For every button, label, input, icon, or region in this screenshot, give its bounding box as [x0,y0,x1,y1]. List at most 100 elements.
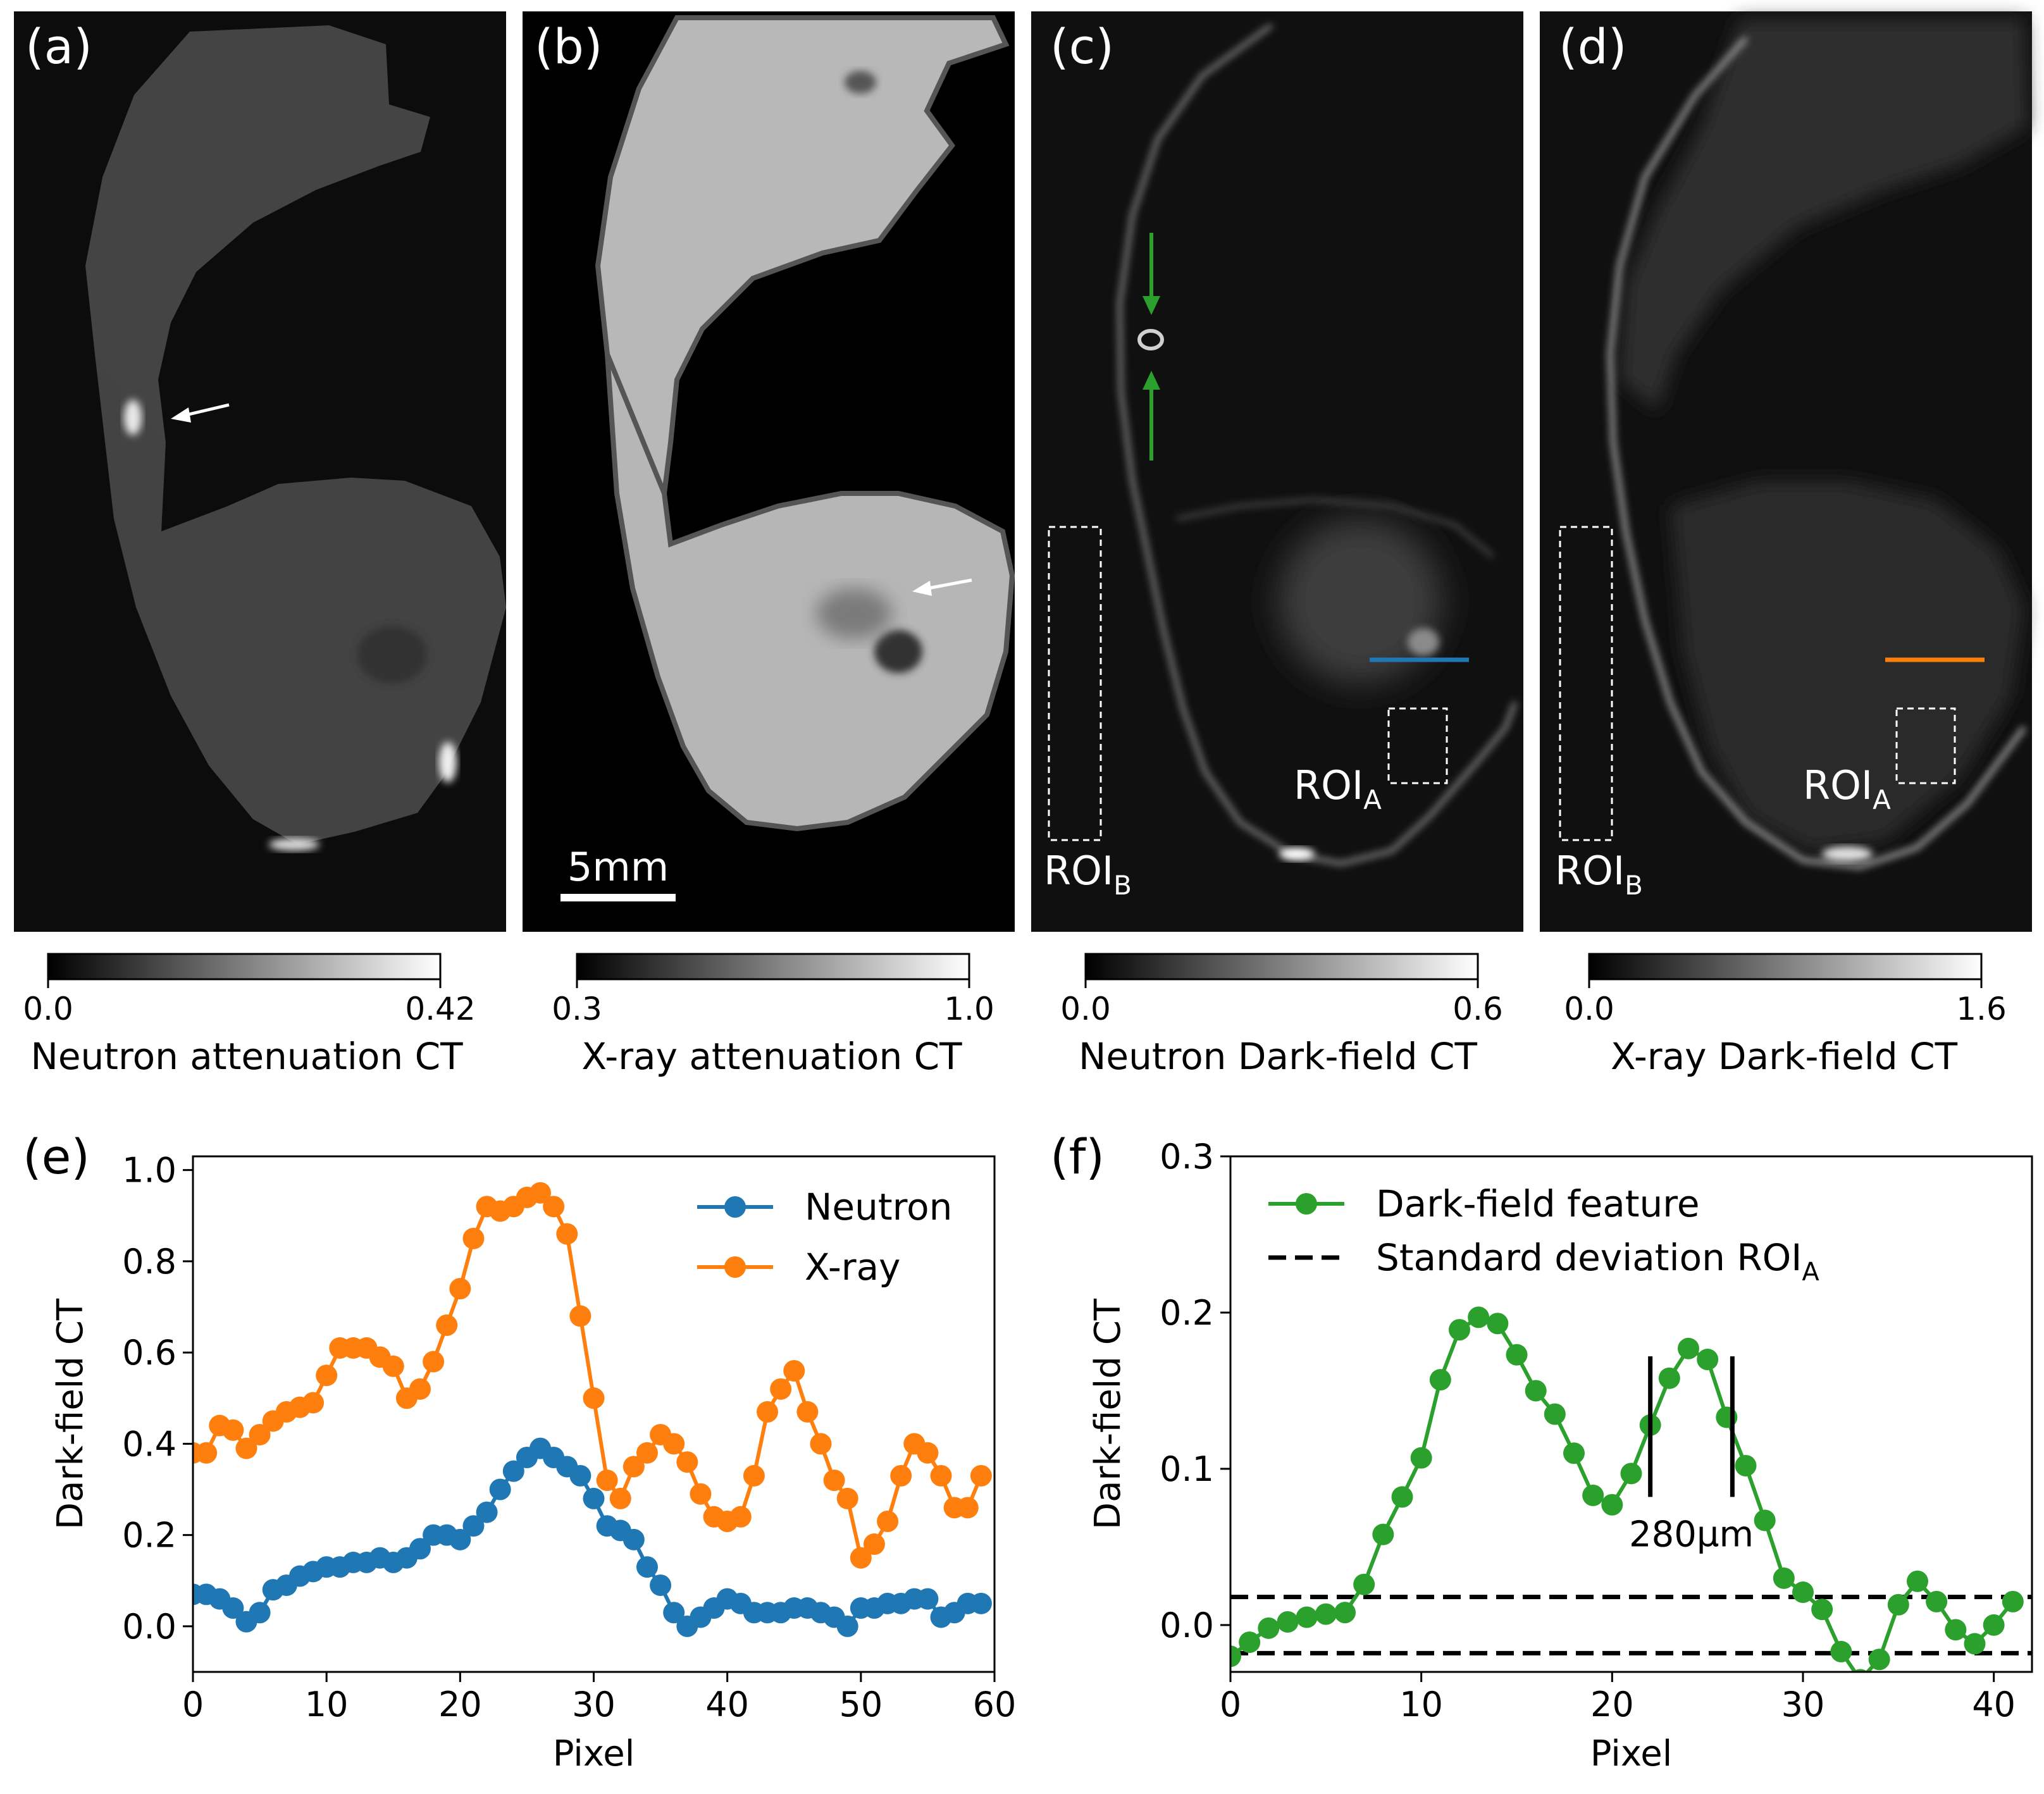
colorbar-c: 0.0 0.6 Neutron Dark-field CT [1060,953,1503,1078]
data-point [890,1464,912,1487]
data-point [957,1497,979,1519]
data-point [1230,1645,1241,1667]
data-point [1353,1573,1375,1595]
data-point [569,1305,592,1327]
panel-c-outline [1117,23,1517,866]
data-point [1544,1403,1566,1425]
x-tick-label: 30 [572,1685,616,1724]
panel-b-arrow [912,578,972,596]
panel-a-upper-lobe [85,25,430,500]
panel-a: (a) [14,11,506,932]
data-point [1391,1486,1413,1508]
y-axis-label: Dark-field CT [1087,1298,1129,1530]
colorbar-d-min: 0.0 [1564,991,1614,1027]
legend-label: Neutron [805,1185,952,1228]
panel-b: 5mm (b) [523,11,1015,932]
colorbar-b-min: 0.3 [552,991,602,1027]
legend-marker [1296,1193,1317,1215]
data-point [1754,1509,1776,1531]
x-axis-label: Pixel [1590,1733,1673,1774]
colorbar-c-title: Neutron Dark-field CT [1079,1035,1477,1078]
data-point [1315,1603,1337,1625]
panel-e: (e) 0 10 20 30 40 50 60 0.0 0.2 0.4 0.6 0.8 1.0 Pixel… [23,1129,1016,1774]
data-point [1620,1463,1642,1485]
data-point [1697,1349,1719,1371]
x-tick-label: 10 [1399,1685,1443,1724]
panel-b-upper-lobe [595,15,1010,503]
panel-b-dark-texture [816,588,892,639]
data-point [423,1351,445,1373]
data-point [1239,1631,1261,1654]
data-point [476,1501,498,1523]
data-point [543,1196,565,1218]
x-tick-label: 0 [1220,1685,1241,1724]
data-point [1907,1570,1928,1592]
colorbar-b-gradient [576,953,970,981]
panel-b-top-spot [845,71,876,94]
data-point [382,1355,404,1377]
data-point [1658,1367,1680,1389]
data-point [823,1469,845,1492]
panel-a-lower-lobe [95,354,506,844]
scalebar-line [561,894,676,901]
axes-frame [1229,1155,2033,1673]
legend-label: Dark-field feature [1376,1182,1700,1225]
data-point [622,1456,645,1478]
data-point [1277,1611,1299,1633]
data-point [729,1506,752,1528]
data-point [583,1387,605,1409]
data-point [783,1359,805,1382]
data-point [650,1574,672,1596]
y-tick-label: 1.0 [122,1151,177,1191]
data-point [863,1533,885,1556]
x-axis-label: Pixel [553,1733,635,1774]
data-point [810,1433,832,1455]
chart-e: 0 10 20 30 40 50 60 0.0 0.2 0.4 0.6 0.8 1.0 Pixel Dark… [50,1151,1016,1774]
data-point [436,1314,458,1336]
colorbar-d-title: X-ray Dark-field CT [1611,1035,1958,1078]
legend-marker [724,1196,746,1218]
chart-f: 0 10 20 30 40 0.0 0.1 0.2 0.3 Pixel Dark-field CT 2… [1087,1137,2033,1774]
panel-c-bottom-bright [1279,848,1315,860]
data-point [622,1528,645,1550]
data-point [850,1547,872,1569]
panel-c-green-arrow-top [1143,233,1160,315]
data-point [1506,1344,1528,1366]
panel-b-dark-spot [874,630,922,673]
data-point [663,1602,685,1624]
panel-c: ROIA ROIB (c) [1031,11,1523,932]
data-point [502,1460,524,1482]
data-point [222,1597,244,1619]
data-point [1926,1590,1948,1612]
colorbar-a-min: 0.0 [23,991,73,1027]
y-axis-label: Dark-field CT [50,1298,91,1530]
colorbar-a-gradient [47,953,442,981]
data-point [1811,1599,1833,1621]
data-point [2002,1590,2024,1612]
plot-area [193,1182,992,1637]
data-point [743,1464,765,1487]
x-tick-label: 50 [839,1685,883,1724]
data-point [222,1419,244,1441]
data-point [1372,1523,1394,1545]
data-point [609,1487,631,1509]
data-point [1449,1319,1470,1341]
data-point [970,1592,992,1614]
data-point [449,1528,471,1550]
colorbar-b-max: 1.0 [944,991,994,1027]
data-point [556,1223,578,1245]
panel-a-dark-spot [357,626,427,683]
data-point [757,1401,779,1423]
panel-a-label: (a) [25,18,92,75]
colorbar-c-min: 0.0 [1060,991,1111,1027]
panel-c-roi-a-label: ROIA [1294,762,1382,815]
y-tick-label: 0.0 [1160,1605,1214,1645]
panel-d-bottom-bright [1822,846,1873,862]
panel-a-bottom-spot [269,838,319,851]
data-point [970,1464,992,1487]
panel-b-lower-lobe [605,353,1015,832]
data-point [1868,1649,1890,1671]
series-line-dark-field-feature [1230,1315,2015,1672]
data-point [930,1464,952,1487]
